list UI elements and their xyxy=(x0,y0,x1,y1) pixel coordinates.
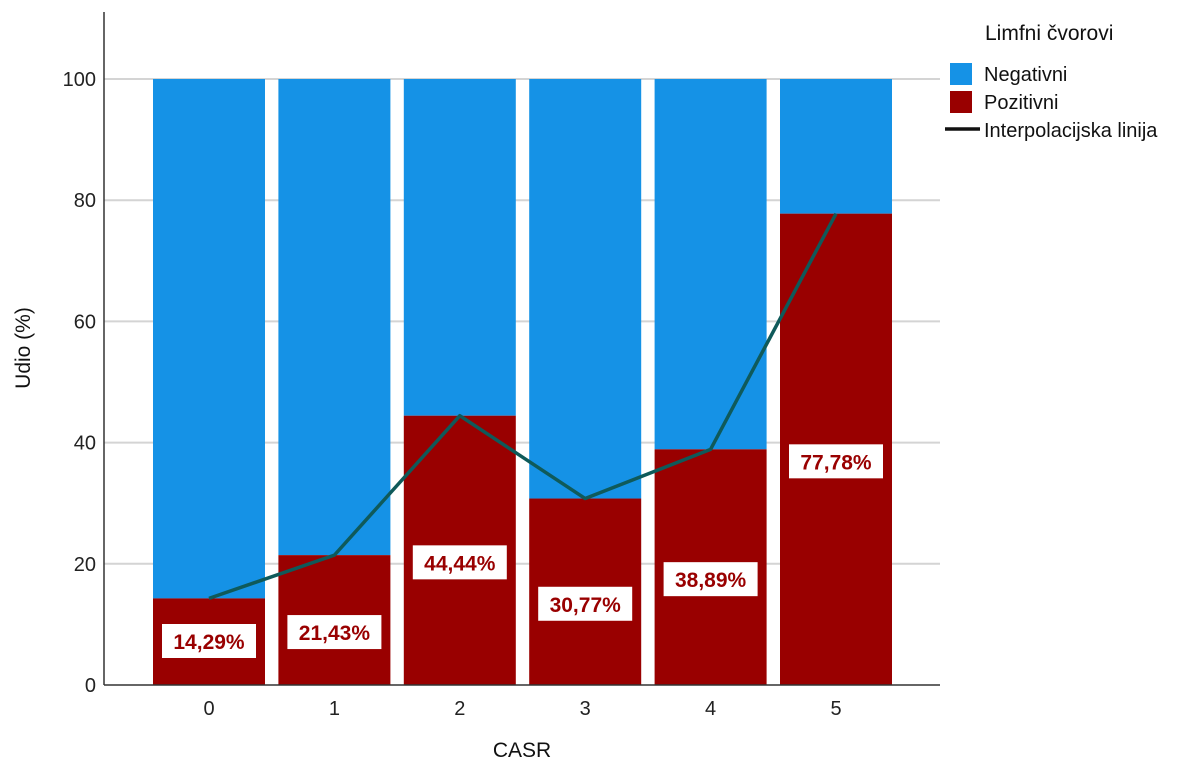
x-tick-label: 0 xyxy=(203,698,214,720)
x-tick-label: 4 xyxy=(705,698,716,720)
data-label-box xyxy=(287,615,382,650)
bar-negativni xyxy=(529,79,642,499)
legend-label: Negativni xyxy=(984,64,1067,86)
y-tick-label: 0 xyxy=(85,675,96,697)
legend: Limfni čvorovi Negativni Pozitivni Interpo… xyxy=(945,22,1158,142)
data-label-box xyxy=(538,586,633,621)
x-tick-label: 3 xyxy=(580,698,591,720)
data-label: 30,77% xyxy=(550,594,622,617)
legend-swatch xyxy=(950,91,972,113)
x-tick-label: 5 xyxy=(830,698,841,720)
data-label: 21,43% xyxy=(299,622,371,645)
legend-swatch xyxy=(950,63,972,85)
y-tick-label: 80 xyxy=(74,190,96,212)
y-tick-label: 20 xyxy=(74,554,96,576)
y-tick-label: 40 xyxy=(74,433,96,455)
bar-negativni xyxy=(780,79,892,214)
axes: 0 20 40 60 80 100 0 1 2 3 4 5 xyxy=(63,12,940,720)
x-tick-label: 1 xyxy=(329,698,340,720)
y-tick-label: 60 xyxy=(74,311,96,333)
bar-negativni xyxy=(153,79,265,599)
interpolation-line-layer xyxy=(208,212,838,601)
data-label: 14,29% xyxy=(173,631,245,654)
data-label-box xyxy=(663,562,758,597)
data-labels: 14,29% 21,43% 44,44% 30,77% 38,89% 77,78% xyxy=(162,444,883,658)
legend-label: Interpolacijska linija xyxy=(984,120,1158,142)
y-axis-title: Udio (%) xyxy=(12,307,35,389)
data-label-box xyxy=(789,444,883,479)
data-label: 38,89% xyxy=(675,569,747,592)
data-label-box xyxy=(162,624,256,658)
data-label-box xyxy=(412,545,507,580)
x-tick-label: 2 xyxy=(454,698,465,720)
interpolation-line xyxy=(208,212,838,601)
data-label: 77,78% xyxy=(800,451,872,474)
legend-label: Pozitivni xyxy=(984,92,1058,114)
bar-negativni xyxy=(278,79,391,556)
x-axis-title: CASR xyxy=(493,739,551,762)
bar-negativni xyxy=(654,79,767,450)
data-label: 44,44% xyxy=(424,552,496,575)
legend-title: Limfni čvorovi xyxy=(985,22,1113,45)
bars xyxy=(153,79,892,685)
bar-negativni xyxy=(403,79,516,416)
y-tick-label: 100 xyxy=(63,69,96,91)
